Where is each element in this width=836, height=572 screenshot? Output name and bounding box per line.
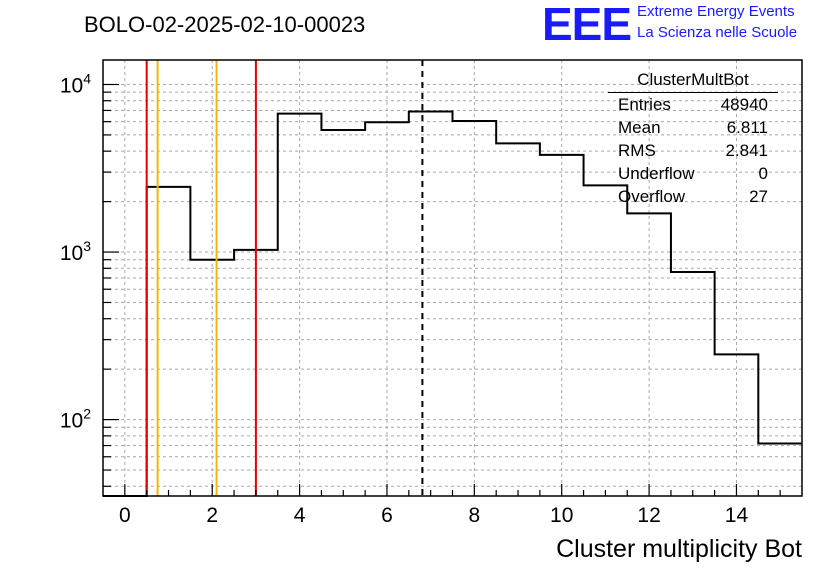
stats-value: 48940 <box>720 95 768 114</box>
stats-label: Mean <box>618 118 661 137</box>
histogram-bin <box>540 155 584 496</box>
stats-box: ClusterMultBot Entries 48940 Mean 6.811 … <box>608 70 778 208</box>
histogram-bin <box>584 185 628 496</box>
stats-row-overflow: Overflow 27 <box>608 185 778 208</box>
stats-label: RMS <box>618 141 656 160</box>
histogram-bin <box>365 122 409 496</box>
histogram-bin <box>278 114 322 496</box>
x-tick-label: 8 <box>469 504 481 527</box>
histogram-outline <box>103 110 802 497</box>
y-tick-label: 104 <box>60 70 91 97</box>
x-tick-label: 10 <box>550 504 573 527</box>
histogram-bin <box>453 121 497 496</box>
stats-box-title: ClusterMultBot <box>608 70 778 93</box>
stats-row-entries: Entries 48940 <box>608 93 778 116</box>
stats-label: Entries <box>618 95 671 114</box>
x-tick-label: 0 <box>119 504 131 527</box>
histogram-bin <box>671 272 715 496</box>
stats-value: 2.841 <box>725 141 768 160</box>
histogram-bin <box>147 187 191 496</box>
x-tick-label: 4 <box>294 504 306 527</box>
histogram-bin <box>627 213 671 496</box>
x-tick-label: 6 <box>381 504 393 527</box>
histogram-bin <box>758 444 802 496</box>
stats-value: 27 <box>749 187 768 206</box>
stats-label: Overflow <box>618 187 686 206</box>
chart-title: BOLO-02-2025-02-10-00023 <box>84 12 366 37</box>
y-tick-label: 102 <box>60 406 91 433</box>
histogram-bin <box>496 143 540 496</box>
stats-value: 0 <box>758 164 768 183</box>
stats-label: Underflow <box>618 164 695 183</box>
histogram-bin <box>321 130 365 496</box>
logo-caption-line2: La Scienza nelle Scuole <box>637 24 798 41</box>
eee-logo: EEE <box>542 0 632 50</box>
x-tick-label: 12 <box>637 504 660 527</box>
stats-row-mean: Mean 6.811 <box>608 116 778 139</box>
histogram-bin <box>409 111 453 496</box>
stats-value: 6.811 <box>726 118 768 137</box>
histogram-bin <box>715 354 759 496</box>
x-tick-label: 2 <box>206 504 218 527</box>
logo-caption-line1: Extreme Energy Events <box>637 3 795 20</box>
y-tick-label: 103 <box>60 238 91 265</box>
histogram-bin <box>190 260 234 496</box>
stats-row-rms: RMS 2.841 <box>608 139 778 162</box>
x-axis-label: Cluster multiplicity Bot <box>556 535 802 563</box>
stats-row-underflow: Underflow 0 <box>608 162 778 185</box>
x-tick-label: 14 <box>725 504 749 527</box>
